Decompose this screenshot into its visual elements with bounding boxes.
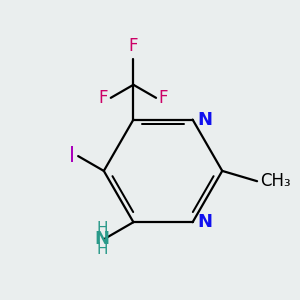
Text: N: N bbox=[94, 230, 110, 248]
Text: N: N bbox=[197, 213, 212, 231]
Text: CH₃: CH₃ bbox=[260, 172, 290, 190]
Text: H: H bbox=[96, 242, 108, 257]
Text: H: H bbox=[96, 221, 108, 236]
Text: F: F bbox=[159, 89, 168, 107]
Text: F: F bbox=[129, 37, 138, 55]
Text: N: N bbox=[197, 111, 212, 129]
Text: F: F bbox=[98, 89, 108, 107]
Text: I: I bbox=[69, 146, 75, 166]
